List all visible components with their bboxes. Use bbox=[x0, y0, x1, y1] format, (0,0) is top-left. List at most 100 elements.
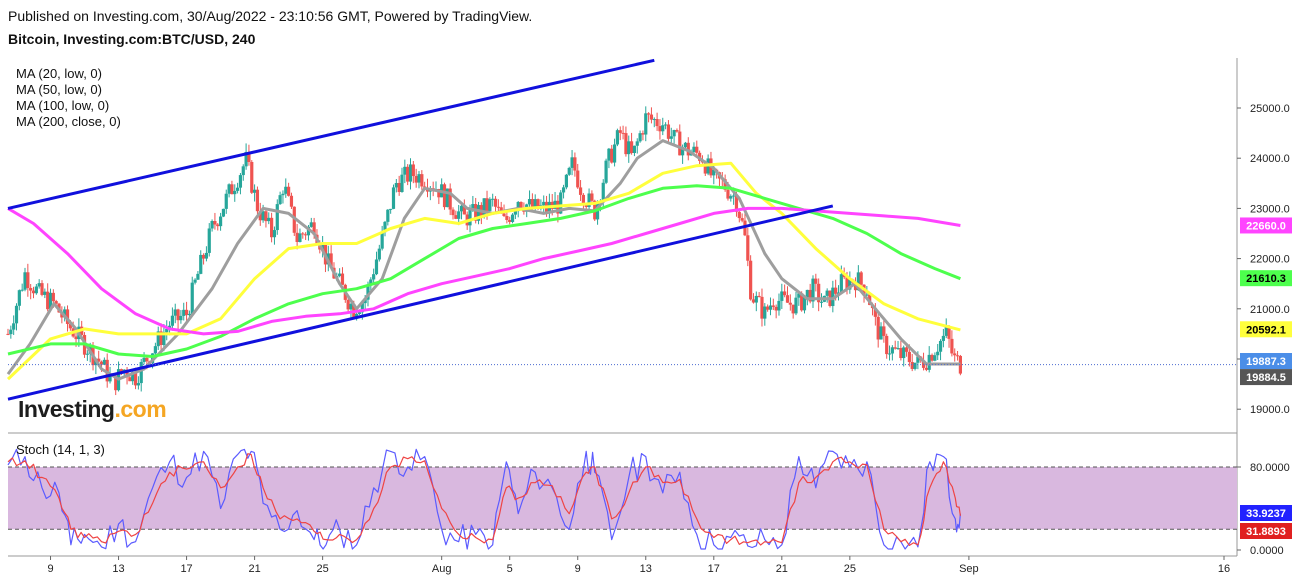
candle-body bbox=[37, 283, 41, 287]
candle-body bbox=[519, 201, 523, 208]
candle-body bbox=[734, 195, 739, 212]
candle-body bbox=[442, 184, 447, 208]
candle-body bbox=[105, 359, 109, 382]
candle-body bbox=[669, 136, 673, 139]
candle-body bbox=[74, 336, 78, 340]
price-badge-bg bbox=[1240, 353, 1292, 370]
candle-body bbox=[131, 371, 135, 382]
candle-body bbox=[612, 144, 617, 163]
channel-line-1 bbox=[7, 204, 834, 401]
candle-body bbox=[125, 369, 129, 378]
channel-line-0 bbox=[7, 58, 655, 210]
stoch-axis-badge: 31.8893 bbox=[1240, 523, 1292, 539]
candle-body bbox=[306, 226, 311, 236]
candle-body bbox=[216, 224, 220, 227]
candle-body bbox=[899, 348, 903, 359]
candle-body bbox=[176, 309, 180, 321]
time-tick-label: 5 bbox=[507, 563, 513, 575]
candle-body bbox=[85, 353, 89, 355]
price-axis-badge: 19884.5 bbox=[1240, 369, 1292, 386]
price-tick-label: 23000.0 bbox=[1250, 203, 1290, 215]
candle-body bbox=[902, 347, 906, 359]
candle-body bbox=[655, 119, 659, 127]
candle-body bbox=[184, 309, 189, 316]
candle-body bbox=[666, 124, 671, 139]
candle-body bbox=[672, 130, 676, 137]
candle-body bbox=[879, 326, 883, 340]
candle-body bbox=[261, 211, 265, 221]
candle-body bbox=[224, 193, 228, 209]
candle-body bbox=[777, 300, 781, 311]
price-badge-text: 21610.3 bbox=[1246, 273, 1286, 285]
candle-body bbox=[632, 145, 637, 154]
candle-body bbox=[250, 161, 254, 193]
candle-body bbox=[819, 301, 824, 303]
candle-body bbox=[400, 174, 404, 192]
candle-body bbox=[610, 148, 614, 163]
candle-body bbox=[873, 308, 877, 317]
candle-body bbox=[34, 286, 38, 294]
symbol-title: Bitcoin, Investing.com:BTC/USD, 240 bbox=[8, 31, 256, 47]
candle-body bbox=[287, 186, 291, 196]
stoch-k-line bbox=[7, 448, 961, 550]
candle-body bbox=[20, 289, 24, 291]
stoch-tick-label: 0.0000 bbox=[1250, 545, 1284, 557]
candle-body bbox=[590, 193, 594, 201]
candle-body bbox=[377, 248, 381, 260]
candle-body bbox=[618, 130, 622, 133]
candle-body bbox=[955, 355, 960, 357]
stoch-axis-badge: 33.9237 bbox=[1240, 505, 1292, 521]
candle-body bbox=[187, 313, 192, 316]
candle-body bbox=[904, 347, 909, 352]
time-tick-label: 17 bbox=[708, 563, 720, 575]
candle-body bbox=[658, 126, 662, 132]
price-badge-text: 20592.1 bbox=[1246, 324, 1286, 336]
candle-body bbox=[162, 332, 166, 345]
candle-body bbox=[201, 254, 206, 259]
candle-body bbox=[459, 205, 464, 212]
candle-body bbox=[740, 218, 744, 221]
legend-ma20: MA (20, low, 0) bbox=[16, 66, 102, 81]
candle-body bbox=[649, 114, 654, 120]
candle-body bbox=[607, 148, 611, 161]
candle-body bbox=[723, 179, 727, 190]
candle-body bbox=[785, 295, 790, 303]
candle-body bbox=[533, 199, 537, 209]
candle-body bbox=[845, 277, 849, 290]
candle-body bbox=[255, 189, 260, 212]
candle-body bbox=[235, 187, 240, 191]
time-tick-label: 17 bbox=[180, 563, 192, 575]
candle-body bbox=[933, 355, 937, 361]
candle-body bbox=[97, 358, 101, 362]
price-tick-label: 21000.0 bbox=[1250, 304, 1290, 316]
candle-body bbox=[774, 306, 778, 311]
candle-body bbox=[193, 279, 197, 283]
candle-body bbox=[383, 221, 387, 233]
stoch-tick-label: 80.0000 bbox=[1250, 462, 1290, 474]
candle-body bbox=[887, 353, 892, 355]
price-axis-badge: 22660.0 bbox=[1240, 217, 1292, 234]
candle-body bbox=[338, 273, 342, 276]
candle-body bbox=[664, 124, 668, 126]
price-badge-text: 19887.3 bbox=[1246, 356, 1286, 368]
candle-body bbox=[941, 335, 945, 341]
candle-body bbox=[145, 357, 149, 362]
candle-body bbox=[527, 199, 532, 205]
price-axis-badge: 20592.1 bbox=[1240, 321, 1292, 338]
candle-body bbox=[754, 295, 758, 303]
candle-body bbox=[386, 209, 390, 222]
candle-body bbox=[264, 211, 268, 222]
candle-body bbox=[561, 187, 566, 193]
candle-body bbox=[363, 299, 367, 304]
legend-ma100: MA (100, low, 0) bbox=[16, 98, 110, 113]
candle-body bbox=[451, 209, 455, 216]
published-caption: Published on Investing.com, 30/Aug/2022 … bbox=[8, 8, 533, 24]
candle-body bbox=[763, 306, 767, 319]
candle-body bbox=[23, 272, 27, 290]
candle-body bbox=[40, 283, 44, 295]
candle-body bbox=[51, 292, 55, 302]
candle-body bbox=[814, 278, 818, 284]
candle-body bbox=[794, 297, 798, 314]
candle-body bbox=[309, 222, 313, 227]
